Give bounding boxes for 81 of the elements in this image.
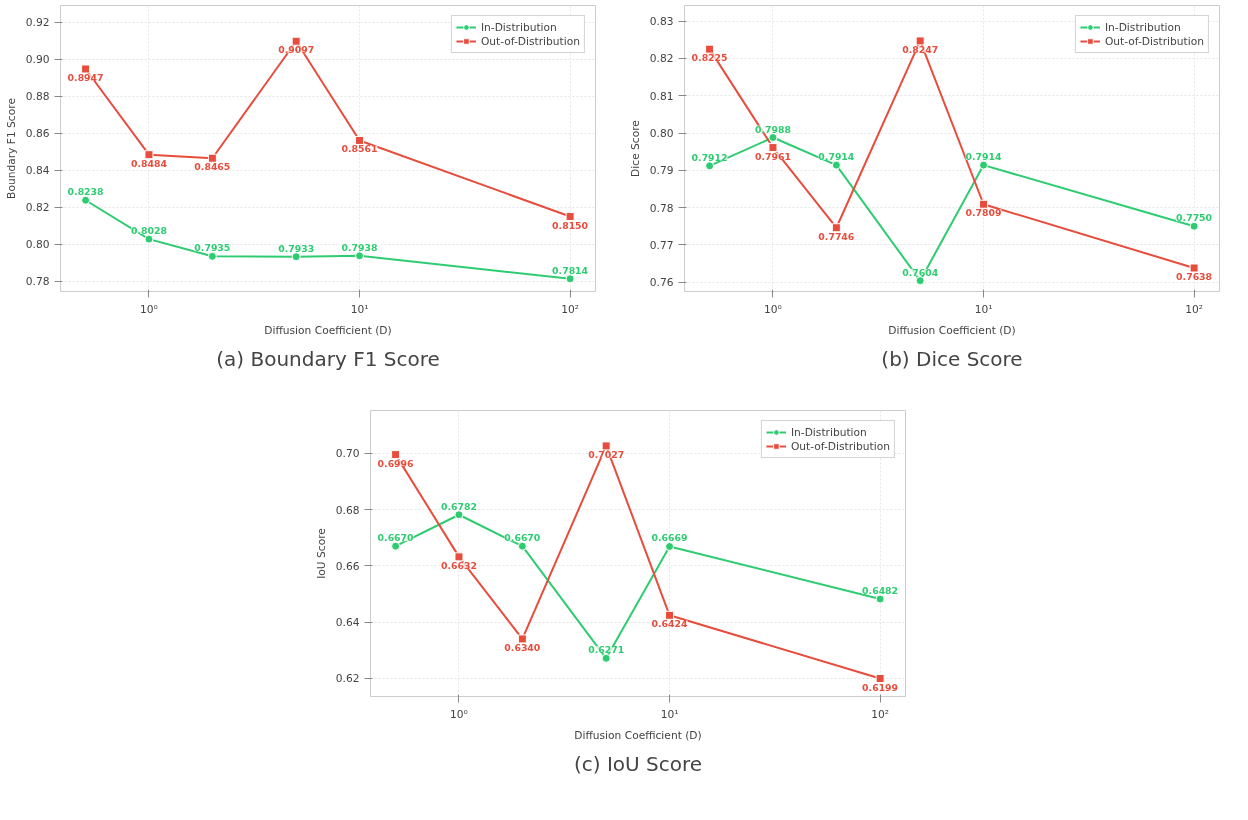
data-label: 0.8225	[691, 52, 728, 64]
x-tick-label: 10¹	[660, 707, 679, 721]
x-tick-label: 10²	[1185, 302, 1204, 316]
data-label: 0.6340	[504, 641, 541, 653]
y-tick-label: 0.88	[25, 90, 50, 104]
x-tick-label: 10²	[561, 302, 580, 316]
data-label: 0.7912	[691, 151, 728, 163]
data-label: 0.7746	[818, 230, 855, 242]
data-label: 0.6199	[862, 681, 899, 693]
x-tick-label: 10¹	[350, 302, 369, 316]
x-axis-title: Diffusion Coefficient (D)	[574, 728, 702, 742]
x-axis-title: Diffusion Coefficient (D)	[264, 323, 392, 337]
data-label: 0.8238	[67, 186, 104, 198]
y-tick-label: 0.66	[335, 559, 360, 573]
y-tick-label: 0.83	[649, 15, 674, 29]
data-label: 0.8150	[552, 219, 589, 231]
data-label: 0.7814	[552, 264, 589, 276]
data-label: 0.7809	[965, 207, 1002, 219]
data-label: 0.7027	[588, 448, 625, 460]
text: (c) IoU Score	[573, 751, 703, 776]
data-label: 0.8247	[902, 43, 939, 55]
data-label: 0.7961	[754, 150, 791, 162]
data-label: 0.6271	[588, 644, 625, 656]
text: (a) Boundary F1 Score	[216, 346, 440, 371]
y-tick-label: 0.80	[25, 238, 50, 252]
legend-label: In-Distribution	[1104, 20, 1181, 34]
y-tick-label: 0.78	[649, 201, 674, 215]
y-tick-label: 0.80	[649, 127, 674, 141]
y-axis-title: IoU Score	[314, 528, 328, 579]
y-tick-label: 0.70	[335, 447, 360, 461]
data-label: 0.6669	[651, 532, 688, 544]
y-axis-title: Boundary F1 Score	[4, 98, 18, 199]
data-label: 0.7914	[965, 151, 1003, 163]
y-tick-label: 0.68	[335, 503, 360, 517]
data-label: 0.6482	[862, 585, 899, 597]
y-tick-label: 0.90	[25, 53, 50, 67]
legend-label: Out-of-Distribution	[1104, 34, 1204, 48]
data-label: 0.7935	[194, 242, 231, 254]
data-label: 0.8484	[130, 157, 168, 169]
y-tick-label: 0.78	[25, 275, 50, 289]
x-tick-label: 10¹	[974, 302, 993, 316]
y-tick-label: 0.84	[25, 164, 50, 178]
data-label: 0.8028	[130, 225, 167, 237]
data-label: 0.7750	[1176, 212, 1213, 224]
data-label: 0.8947	[67, 71, 104, 83]
data-label: 0.7988	[754, 123, 791, 135]
x-axis-title: Diffusion Coefficient (D)	[888, 323, 1016, 337]
x-tick-label: 10⁰	[764, 302, 782, 316]
data-label: 0.6424	[651, 618, 689, 630]
data-label: 0.8465	[194, 161, 231, 173]
data-label: 0.6782	[440, 500, 477, 512]
legend-label: Out-of-Distribution	[790, 439, 890, 453]
data-label: 0.6996	[377, 457, 414, 469]
y-tick-label: 0.62	[335, 672, 360, 686]
y-tick-label: 0.82	[25, 201, 50, 215]
y-tick-label: 0.64	[335, 616, 360, 630]
legend-label: Out-of-Distribution	[480, 34, 580, 48]
legend-label: In-Distribution	[790, 425, 867, 439]
x-tick-label: 10²	[871, 707, 890, 721]
data-label: 0.7604	[902, 266, 939, 278]
data-label: 0.7933	[278, 242, 315, 254]
y-tick-label: 0.76	[649, 276, 674, 290]
y-tick-label: 0.82	[649, 52, 674, 66]
x-tick-label: 10⁰	[140, 302, 158, 316]
y-tick-label: 0.92	[25, 16, 50, 30]
y-tick-label: 0.86	[25, 127, 50, 141]
data-label: 0.7938	[341, 241, 378, 253]
x-tick-label: 10⁰	[450, 707, 468, 721]
data-label: 0.6670	[377, 532, 415, 544]
data-label: 0.7638	[1176, 271, 1213, 283]
y-axis-title: Dice Score	[628, 120, 642, 177]
y-tick-label: 0.81	[649, 89, 674, 103]
data-label: 0.6632	[440, 559, 477, 571]
data-label: 0.8561	[341, 143, 378, 155]
text: (b) Dice Score	[881, 346, 1023, 371]
legend-label: In-Distribution	[480, 20, 557, 34]
y-tick-label: 0.79	[649, 164, 674, 178]
y-tick-label: 0.77	[649, 238, 674, 252]
data-label: 0.6670	[504, 532, 541, 544]
data-label: 0.7914	[818, 151, 855, 163]
data-label: 0.9097	[278, 44, 315, 56]
